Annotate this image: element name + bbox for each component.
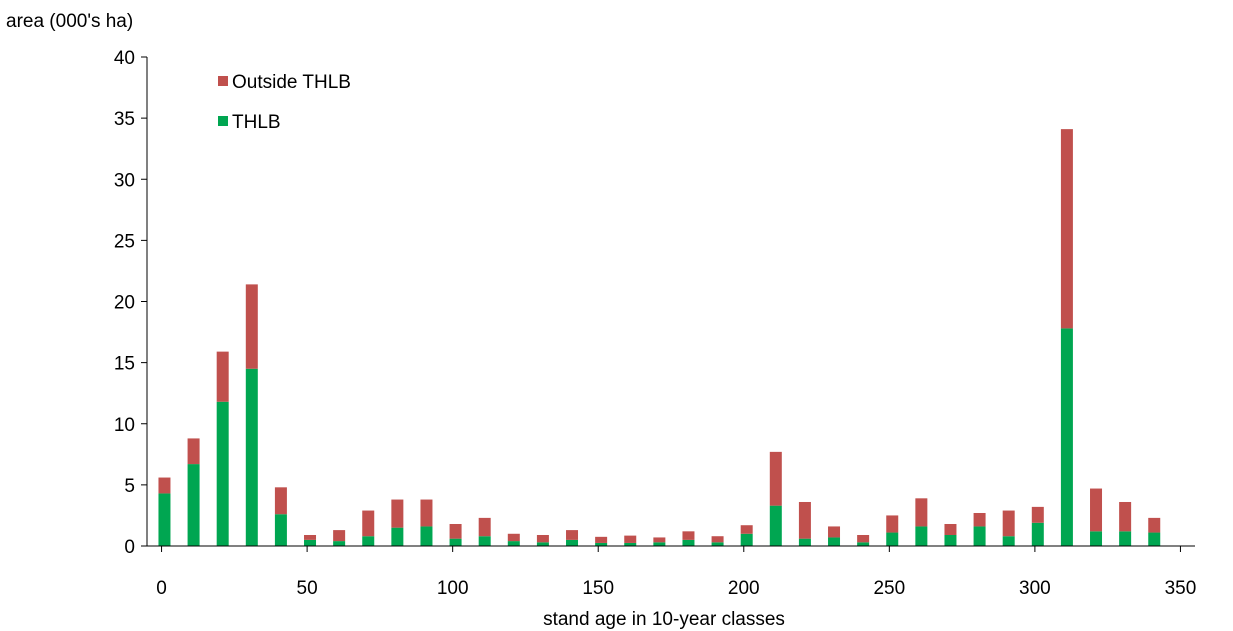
- y-tick-label: 10: [114, 415, 135, 436]
- legend-swatch-outside-thlb: [218, 76, 228, 86]
- x-tick-label: 250: [873, 578, 905, 599]
- y-tick-label: 0: [124, 537, 135, 558]
- y-tick-label: 15: [114, 354, 135, 375]
- bar-segment-thlb: [1031, 522, 1044, 546]
- bar-segment-thlb: [449, 538, 462, 546]
- bar-segment-outside-thlb: [1148, 517, 1161, 533]
- x-tick-label: 200: [728, 578, 760, 599]
- bar-segment-outside-thlb: [798, 501, 811, 539]
- y-tick-label: 40: [114, 48, 135, 69]
- x-tick-label: 150: [582, 578, 614, 599]
- bar-segment-thlb: [886, 532, 899, 546]
- bar-segment-thlb: [682, 539, 695, 546]
- bar-segment-thlb: [158, 493, 171, 546]
- bar-segment-thlb: [857, 542, 870, 546]
- bar-segment-outside-thlb: [420, 499, 433, 527]
- bar-segment-thlb: [304, 539, 317, 546]
- x-tick-label: 50: [297, 578, 318, 599]
- bar-segment-thlb: [187, 464, 200, 546]
- y-axis-title: area (000's ha): [6, 11, 133, 32]
- bar-segment-outside-thlb: [274, 487, 287, 515]
- bar-segment-outside-thlb: [1031, 506, 1044, 523]
- bar-segment-thlb: [1119, 531, 1132, 546]
- bar-segment-outside-thlb: [653, 537, 666, 543]
- x-ticks: 0 50 100 150 200 250 300 350: [156, 546, 1196, 599]
- bar-segment-thlb: [711, 542, 724, 546]
- bars-group: [158, 129, 1161, 546]
- bar-segment-outside-thlb: [1002, 510, 1015, 537]
- bar-segment-outside-thlb: [566, 530, 579, 540]
- bar-segment-thlb: [828, 537, 841, 546]
- x-tick-label: 0: [156, 578, 167, 599]
- bar-segment-outside-thlb: [536, 534, 549, 543]
- bar-segment-thlb: [1060, 328, 1073, 546]
- bar-segment-outside-thlb: [740, 525, 753, 534]
- bar-segment-outside-thlb: [304, 534, 317, 540]
- y-tick-label: 20: [114, 293, 135, 314]
- bar-segment-outside-thlb: [944, 523, 957, 535]
- x-tick-label: 350: [1165, 578, 1197, 599]
- bar-segment-outside-thlb: [158, 477, 171, 494]
- bar-segment-outside-thlb: [682, 531, 695, 540]
- bar-segment-outside-thlb: [1060, 129, 1073, 329]
- bar-segment-thlb: [478, 536, 491, 546]
- bar-segment-thlb: [536, 542, 549, 546]
- bar-segment-thlb: [391, 527, 404, 546]
- bar-segment-outside-thlb: [769, 451, 782, 506]
- bar-segment-outside-thlb: [886, 515, 899, 533]
- bar-segment-thlb: [216, 401, 229, 546]
- bar-segment-thlb: [1002, 536, 1015, 546]
- y-tick-label: 5: [124, 476, 135, 497]
- bar-segment-outside-thlb: [711, 536, 724, 543]
- bar-segment-thlb: [274, 514, 287, 546]
- bar-segment-thlb: [944, 534, 957, 546]
- y-tick-label: 25: [114, 231, 135, 252]
- x-axis-title: stand age in 10-year classes: [543, 609, 785, 630]
- bar-segment-outside-thlb: [362, 510, 375, 537]
- bar-segment-outside-thlb: [245, 284, 258, 369]
- x-tick-label: 300: [1019, 578, 1051, 599]
- bar-segment-outside-thlb: [391, 499, 404, 528]
- y-tick-label: 30: [114, 170, 135, 191]
- legend-swatch-thlb: [218, 116, 228, 126]
- bar-segment-thlb: [769, 505, 782, 546]
- legend: Outside THLB THLB: [218, 72, 351, 133]
- bar-segment-outside-thlb: [478, 517, 491, 537]
- x-tick-label: 100: [437, 578, 469, 599]
- bar-segment-thlb: [566, 539, 579, 546]
- bar-segment-outside-thlb: [216, 351, 229, 402]
- bar-segment-outside-thlb: [624, 535, 637, 543]
- bar-segment-thlb: [624, 542, 637, 546]
- bar-segment-outside-thlb: [828, 526, 841, 538]
- bar-segment-outside-thlb: [449, 523, 462, 539]
- bar-segment-thlb: [653, 542, 666, 546]
- bar-segment-outside-thlb: [1090, 488, 1103, 532]
- bar-segment-thlb: [915, 526, 928, 546]
- bar-segment-outside-thlb: [595, 536, 608, 543]
- bar-segment-thlb: [420, 526, 433, 546]
- bar-segment-outside-thlb: [973, 512, 986, 527]
- bar-segment-outside-thlb: [857, 534, 870, 543]
- bar-segment-thlb: [798, 538, 811, 546]
- bar-segment-thlb: [333, 541, 346, 546]
- bar-segment-thlb: [595, 542, 608, 546]
- bar-segment-thlb: [1148, 532, 1161, 546]
- bar-segment-outside-thlb: [507, 533, 520, 542]
- bar-segment-thlb: [740, 533, 753, 546]
- bar-segment-outside-thlb: [187, 438, 200, 465]
- bar-segment-thlb: [1090, 531, 1103, 546]
- bar-segment-outside-thlb: [1119, 501, 1132, 532]
- bar-segment-outside-thlb: [333, 530, 346, 542]
- y-ticks: 0 5 10 15 20 25 30 35 40: [114, 48, 147, 558]
- legend-label-thlb: THLB: [232, 112, 281, 133]
- bar-segment-thlb: [507, 541, 520, 546]
- bar-segment-thlb: [245, 368, 258, 546]
- bar-segment-thlb: [973, 526, 986, 546]
- bar-segment-outside-thlb: [915, 498, 928, 527]
- bar-segment-thlb: [362, 536, 375, 546]
- legend-label-outside-thlb: Outside THLB: [232, 72, 351, 93]
- y-tick-label: 35: [114, 109, 135, 130]
